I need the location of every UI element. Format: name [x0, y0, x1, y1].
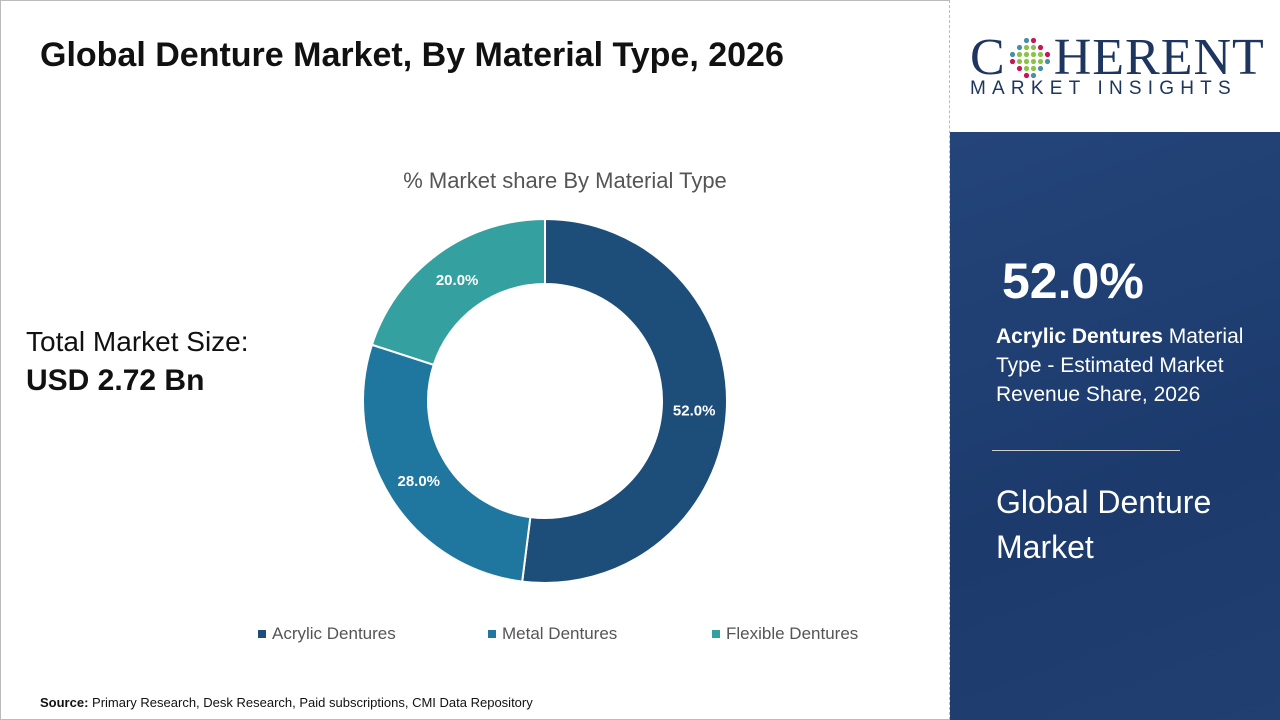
- total-market-value: USD 2.72 Bn: [26, 364, 205, 397]
- source-label: Source:: [40, 695, 89, 710]
- data-label: 28.0%: [397, 473, 440, 490]
- highlight-panel: 52.0% Acrylic Dentures Material Type - E…: [950, 132, 1280, 720]
- highlight-segment: Acrylic Dentures: [996, 325, 1163, 348]
- chart-title: % Market share By Material Type: [403, 168, 727, 193]
- company-logo: C HERENT MARKET INSIGHTS: [950, 0, 1280, 132]
- highlight-share: 52.0%: [1002, 253, 1144, 309]
- divider: [992, 450, 1180, 451]
- market-name: Global Denture Market: [996, 484, 1212, 565]
- highlight-desc-text: Material Type - Estimated Market Revenue…: [996, 325, 1244, 406]
- source-text: Primary Research, Desk Research, Paid su…: [92, 695, 533, 710]
- logo-letter: C: [970, 29, 1006, 86]
- globe-icon: [1009, 37, 1050, 78]
- donut-slice-flexible-dentures: [370, 217, 546, 367]
- total-market-label: Total Market Size:: [26, 326, 249, 357]
- data-label: 20.0%: [436, 272, 479, 289]
- page-title: Global Denture Market, By Material Type,…: [40, 36, 784, 74]
- logo-wordmark: C HERENT: [970, 28, 1265, 87]
- data-label: 52.0%: [673, 402, 716, 419]
- donut-slice-acrylic-dentures: [521, 217, 728, 584]
- legend-swatch: [258, 630, 266, 638]
- donut-chart: 52.0% 28.0% 20.0%: [362, 217, 728, 584]
- logo-subtitle: MARKET INSIGHTS: [970, 78, 1237, 99]
- legend-label: Metal Dentures: [502, 624, 618, 643]
- legend-swatch: [488, 630, 496, 638]
- legend-item-metal: Metal Dentures: [488, 624, 617, 644]
- source-note: Source: Primary Research, Desk Research,…: [40, 695, 533, 710]
- logo-letters: HERENT: [1053, 29, 1265, 86]
- legend-label: Acrylic Dentures: [272, 624, 396, 643]
- highlight-description: Acrylic Dentures Material Type - Estimat…: [996, 322, 1266, 409]
- legend-item-acrylic: Acrylic Dentures: [258, 624, 396, 644]
- legend-item-flexible: Flexible Dentures: [712, 624, 858, 644]
- legend-label: Flexible Dentures: [726, 624, 859, 643]
- legend-swatch: [712, 630, 720, 638]
- donut-slice-metal-dentures: [362, 343, 532, 583]
